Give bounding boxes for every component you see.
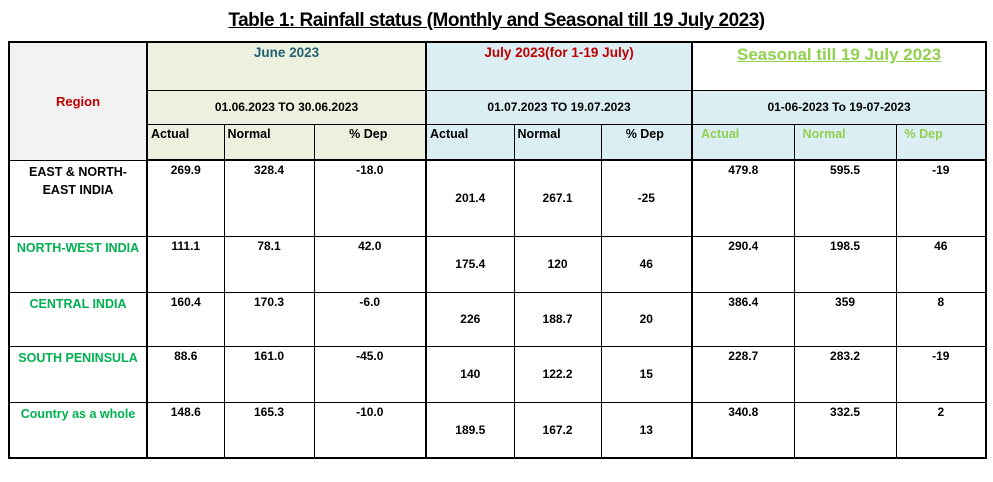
rainfall-value: -25 xyxy=(600,159,693,237)
group-title-row: Region June 2023 July 2023(for 1-19 July… xyxy=(8,41,987,161)
rainfall-value: -10.0 xyxy=(313,401,427,459)
rainfall-value: 340.8 xyxy=(691,401,795,459)
region-column-header: Region xyxy=(8,41,148,161)
rainfall-value: -18.0 xyxy=(313,159,427,237)
region-name: SOUTH PENINSULA xyxy=(8,345,148,403)
rainfall-value: 269.9 xyxy=(146,159,225,237)
page-title: Table 1: Rainfall status (Monthly and Se… xyxy=(228,10,765,31)
rainfall-value: 167.2 xyxy=(513,401,602,459)
rainfall-value: 201.4 xyxy=(425,159,515,237)
region-name: Country as a whole xyxy=(8,401,148,459)
rainfall-value: 290.4 xyxy=(691,235,795,293)
seasonal-actual-header: Actual xyxy=(691,123,795,161)
rainfall-value: 20 xyxy=(600,291,693,347)
column-header-row: Actual Normal % Dep Actual Normal % Dep … xyxy=(9,123,987,161)
table-header: Region June 2023 July 2023(for 1-19 July… xyxy=(8,41,987,161)
july-normal-header: Normal xyxy=(513,123,602,161)
rainfall-value: 328.4 xyxy=(223,159,315,237)
seasonal-normal-header: Normal xyxy=(793,123,897,161)
rainfall-value: 198.5 xyxy=(793,235,897,293)
table-row-central: CENTRAL INDIA 160.4 170.3 -6.0 226 188.7… xyxy=(8,291,987,347)
table-row-north-west: NORTH-WEST INDIA 111.1 78.1 42.0 175.4 1… xyxy=(8,235,987,293)
rainfall-value: 386.4 xyxy=(691,291,795,347)
seasonal-dep-header: % Dep xyxy=(895,123,987,161)
rainfall-value: -45.0 xyxy=(313,345,427,403)
region-name: EAST & NORTH-EAST INDIA xyxy=(8,159,148,237)
rainfall-value: 13 xyxy=(600,401,693,459)
rainfall-value: 46 xyxy=(600,235,693,293)
rainfall-value: 165.3 xyxy=(223,401,315,459)
rainfall-value: 479.8 xyxy=(691,159,795,237)
rainfall-value: 226 xyxy=(425,291,515,347)
rainfall-value: 42.0 xyxy=(313,235,427,293)
june-dep-header: % Dep xyxy=(313,123,427,161)
rainfall-value: 359 xyxy=(793,291,897,347)
rainfall-value: 148.6 xyxy=(146,401,225,459)
rainfall-value: 46 xyxy=(895,235,987,293)
rainfall-value: 170.3 xyxy=(223,291,315,347)
rainfall-value: 267.1 xyxy=(513,159,602,237)
rainfall-value: -19 xyxy=(895,345,987,403)
rainfall-value: 78.1 xyxy=(223,235,315,293)
rainfall-value: 88.6 xyxy=(146,345,225,403)
rainfall-value: 595.5 xyxy=(793,159,897,237)
period-row: 01.06.2023 TO 30.06.2023 01.07.2023 TO 1… xyxy=(9,89,987,125)
june-actual-header: Actual xyxy=(146,123,225,161)
rainfall-value: -19 xyxy=(895,159,987,237)
july-actual-header: Actual xyxy=(425,123,515,161)
rainfall-value: 161.0 xyxy=(223,345,315,403)
region-name: CENTRAL INDIA xyxy=(8,291,148,347)
rainfall-value: 189.5 xyxy=(425,401,515,459)
rainfall-value: 160.4 xyxy=(146,291,225,347)
june-group-title: June 2023 xyxy=(145,41,427,91)
rainfall-value: 120 xyxy=(513,235,602,293)
seasonal-period: 01-06-2023 To 19-07-2023 xyxy=(691,89,987,125)
region-name: NORTH-WEST INDIA xyxy=(8,235,148,293)
rainfall-value: 2 xyxy=(895,401,987,459)
june-period: 01.06.2023 TO 30.06.2023 xyxy=(145,89,427,125)
july-group-title: July 2023(for 1-19 July) xyxy=(425,41,693,91)
rainfall-value: -6.0 xyxy=(313,291,427,347)
rainfall-status-table: Region June 2023 July 2023(for 1-19 July… xyxy=(8,41,988,459)
rainfall-value: 122.2 xyxy=(513,345,602,403)
rainfall-value: 175.4 xyxy=(425,235,515,293)
rainfall-value: 15 xyxy=(600,345,693,403)
rainfall-value: 332.5 xyxy=(793,401,897,459)
rainfall-value: 111.1 xyxy=(146,235,225,293)
rainfall-value: 228.7 xyxy=(691,345,795,403)
july-dep-header: % Dep xyxy=(600,123,693,161)
rainfall-value: 8 xyxy=(895,291,987,347)
seasonal-group-title: Seasonal till 19 July 2023 xyxy=(691,41,987,91)
table-row-south-peninsula: SOUTH PENINSULA 88.6 161.0 -45.0 140 122… xyxy=(8,345,987,403)
rainfall-value: 188.7 xyxy=(513,291,602,347)
july-period: 01.07.2023 TO 19.07.2023 xyxy=(425,89,693,125)
table-body: EAST & NORTH-EAST INDIA 269.9 328.4 -18.… xyxy=(8,159,987,459)
table-row-east-north-east: EAST & NORTH-EAST INDIA 269.9 328.4 -18.… xyxy=(8,159,987,237)
june-normal-header: Normal xyxy=(223,123,315,161)
table-row-country: Country as a whole 148.6 165.3 -10.0 189… xyxy=(8,401,987,459)
rainfall-value: 140 xyxy=(425,345,515,403)
rainfall-value: 283.2 xyxy=(793,345,897,403)
